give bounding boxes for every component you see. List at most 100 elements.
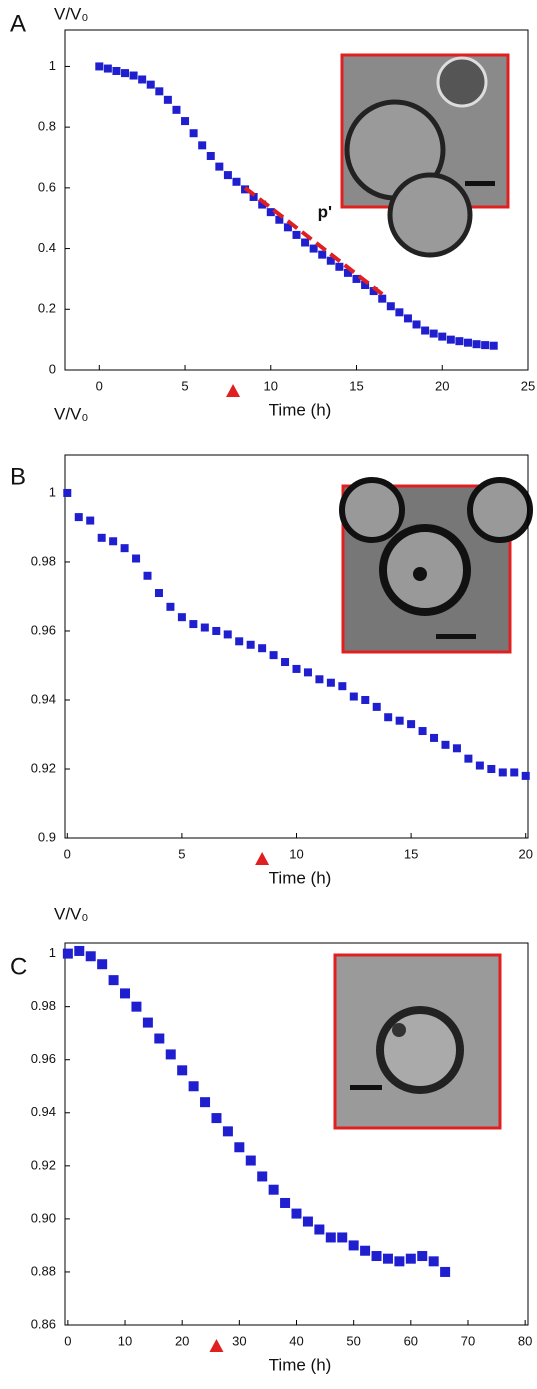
y-tick-label: 0.94 [31,1104,56,1119]
time-marker [226,384,241,397]
data-point [302,1216,313,1227]
x-tick-label: 15 [404,846,418,861]
data-point [446,335,455,344]
data-point [138,75,147,84]
x-tick-label: 10 [264,378,278,393]
data-point [510,768,519,777]
data-point [337,1232,348,1243]
x-tick-label: 50 [346,1333,360,1348]
data-point [498,768,507,777]
panel-label: B [10,463,26,490]
data-point [438,332,447,341]
y-tick-label: 0.98 [31,553,56,568]
data-point [372,702,381,711]
data-point [189,129,198,138]
x-tick-label: 15 [349,378,363,393]
plot-frame [64,29,529,371]
data-point [245,1155,256,1166]
fit-label: p' [318,202,332,221]
data-point [472,340,481,349]
panel-label: C [10,953,27,980]
data-point [386,302,395,311]
data-point [257,1171,268,1182]
data-point [275,215,284,224]
data-point [269,651,278,660]
y-tick-label: 0.2 [38,301,56,316]
data-point [63,488,72,497]
x-axis-label: Time (h) [269,868,332,887]
data-point [418,727,427,736]
data-point [335,262,344,271]
data-point [325,1232,336,1243]
y-tick-label: 0.6 [38,179,56,194]
data-point [189,620,198,629]
data-point [481,341,490,350]
y-tick-label: 0.94 [31,691,56,706]
x-tick-label: 70 [461,1333,475,1348]
inset-c [333,953,502,1130]
fit-line [243,186,384,296]
data-point [121,69,130,78]
x-tick-label: 0 [64,1333,71,1348]
time-marker [255,852,270,865]
y-tick-label: 0 [49,361,56,376]
panel-label: A [10,10,26,37]
data-point [412,320,421,329]
y-tick-label: 0.88 [31,1263,56,1278]
data-point [103,64,112,73]
data-point [146,80,155,89]
data-point [132,554,141,563]
data-point [378,294,387,303]
y-tick-label: 0.98 [31,998,56,1013]
data-point [166,602,175,611]
data-point [97,959,108,970]
data-point [62,948,73,959]
data-point [361,281,370,289]
data-point [452,744,461,753]
x-tick-label: 5 [178,846,185,861]
x-tick-label: 0 [96,378,103,393]
data-point [455,337,464,346]
data-point [222,1126,233,1137]
data-point [292,664,301,673]
data-point [129,71,138,80]
data-point [181,117,190,126]
data-point [155,87,164,96]
data-point [95,62,104,71]
data-point [258,644,267,653]
data-point [371,1251,382,1262]
data-point [177,613,186,622]
y-tick-label: 0.92 [31,1157,56,1172]
data-point [97,533,106,542]
data-point [200,1097,211,1108]
data-point [382,1253,393,1264]
data-point [417,1251,428,1262]
data-point [249,192,258,201]
data-point [281,658,290,667]
data-point [421,326,430,335]
data-point [143,571,152,580]
x-tick-label: 60 [404,1333,418,1348]
data-point [395,716,404,725]
data-point [206,151,215,160]
data-point [283,223,292,232]
data-point [154,589,163,598]
data-point [172,105,181,114]
inset-b [339,477,533,654]
data-point [369,287,378,296]
data-point [430,733,439,742]
data-point [489,341,498,350]
data-point [361,695,370,704]
y-tick-label: 1 [49,945,56,960]
data-point [440,1266,451,1277]
data-point [407,720,416,729]
data-point [109,537,118,546]
data-point [258,200,267,209]
data-point [154,1033,165,1044]
data-point [112,66,121,75]
y-tick-label: 0.86 [31,1316,56,1331]
x-axis-label: Time (h) [269,1355,332,1374]
data-point [268,1184,279,1195]
x-tick-label: 10 [289,846,303,861]
